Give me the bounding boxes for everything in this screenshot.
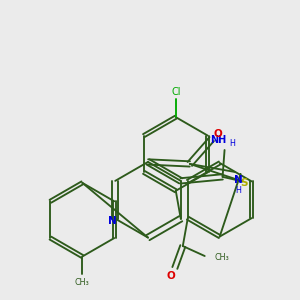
Text: O: O [167,271,175,281]
Text: N: N [108,216,117,226]
Text: O: O [213,129,222,139]
Text: NH: NH [211,135,227,145]
Text: N: N [234,175,243,185]
Text: H: H [236,186,242,195]
Text: Cl: Cl [171,87,181,97]
Text: S: S [241,178,248,188]
Text: CH₃: CH₃ [215,254,230,262]
Text: CH₃: CH₃ [75,278,90,287]
Text: H: H [230,139,236,148]
